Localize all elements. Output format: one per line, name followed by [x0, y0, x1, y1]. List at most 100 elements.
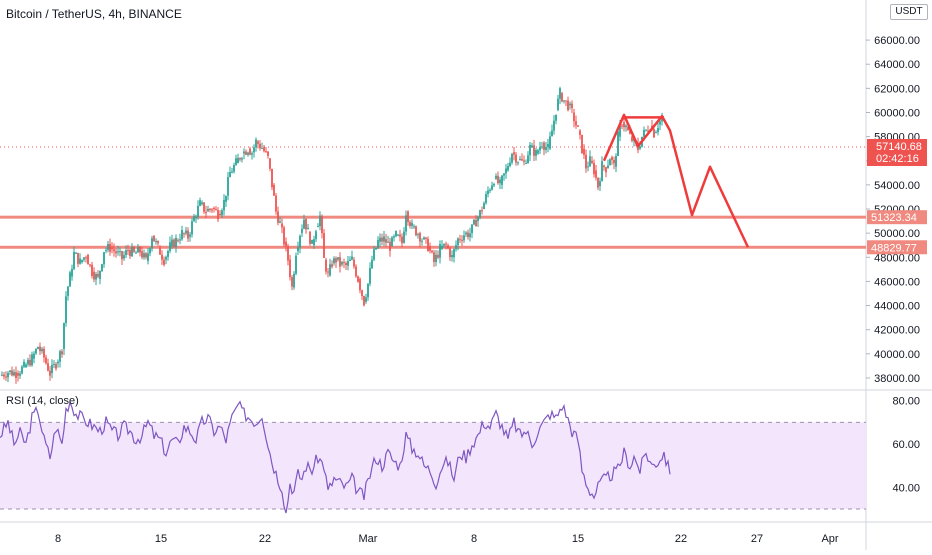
- support-level-tag: [867, 240, 927, 255]
- candle-body: [407, 211, 409, 223]
- support-level-line: [0, 245, 866, 249]
- candle-body: [21, 366, 23, 374]
- candle-body: [97, 273, 99, 277]
- time-tick-label: 22: [259, 533, 271, 545]
- price-tick-label: 64000.00: [874, 59, 920, 71]
- candle-body: [155, 240, 157, 242]
- candle-body: [109, 244, 111, 252]
- candle-body: [275, 195, 277, 212]
- candle-body: [621, 125, 623, 127]
- candle-body: [263, 147, 265, 152]
- candle-body: [401, 236, 403, 244]
- candle-body: [285, 241, 287, 247]
- candle-body: [427, 238, 429, 252]
- candle-body: [215, 209, 217, 211]
- candle-body: [607, 165, 609, 168]
- candle-body: [201, 202, 203, 205]
- candle-body: [643, 130, 645, 137]
- candle-body: [425, 237, 427, 239]
- candle-body: [587, 166, 589, 168]
- candle-body: [439, 244, 441, 258]
- candle-body: [41, 348, 43, 352]
- candle-body: [647, 130, 649, 132]
- candle-body: [541, 146, 543, 148]
- currency-badge[interactable]: USDT: [890, 4, 928, 20]
- candle-body: [253, 147, 255, 153]
- candle-body: [539, 147, 541, 151]
- candle-body: [87, 254, 89, 265]
- candle-body: [327, 271, 329, 273]
- candle-body: [429, 246, 431, 251]
- candle-body: [353, 259, 355, 267]
- candle-body: [303, 219, 305, 229]
- candle-body: [495, 175, 497, 179]
- candle-body: [311, 239, 313, 244]
- time-tick-label: 15: [155, 533, 167, 545]
- candle-body: [533, 145, 535, 156]
- candle-body: [627, 126, 629, 131]
- candle-body: [101, 264, 103, 271]
- candle-body: [437, 254, 439, 258]
- candle-body: [183, 233, 185, 235]
- candle-body: [371, 259, 373, 269]
- candle-body: [553, 120, 555, 131]
- candle-body: [173, 239, 175, 247]
- candle-body: [265, 151, 267, 153]
- candle-body: [415, 226, 417, 236]
- candle-body: [479, 210, 481, 218]
- candle-body: [51, 364, 53, 374]
- candle-body: [171, 239, 173, 247]
- candle-body: [467, 232, 469, 238]
- candle-body: [589, 156, 591, 167]
- time-tick-label: 8: [471, 533, 477, 545]
- candle-body: [545, 146, 547, 150]
- support-level-label: 48829.77: [871, 242, 917, 254]
- candle-body: [91, 264, 93, 277]
- candle-body: [423, 237, 425, 240]
- candle-body: [207, 208, 209, 212]
- candle-body: [639, 146, 641, 149]
- candle-body: [477, 217, 479, 222]
- candle-body: [481, 210, 483, 212]
- candle-body: [453, 249, 455, 258]
- candle-body: [187, 230, 189, 239]
- candle-body: [251, 153, 253, 155]
- candle-body: [369, 268, 371, 284]
- candle-body: [283, 227, 285, 245]
- candle-body: [65, 296, 67, 324]
- candle-body: [385, 239, 387, 243]
- candle-body: [483, 203, 485, 210]
- candle-body: [381, 237, 383, 242]
- candle-body: [449, 248, 451, 258]
- candle-body: [299, 235, 301, 248]
- candle-body: [131, 247, 133, 257]
- candle-body: [221, 210, 223, 216]
- candle-body: [185, 230, 187, 234]
- candle-body: [229, 172, 231, 178]
- candle-body: [209, 208, 211, 210]
- candle-body: [217, 210, 219, 220]
- candle-body: [447, 245, 449, 249]
- candle-body: [571, 103, 573, 109]
- candle-body: [199, 200, 201, 206]
- candle-body: [373, 249, 375, 260]
- rsi-band: [0, 422, 866, 509]
- candle-body: [583, 148, 585, 155]
- candle-body: [337, 257, 339, 260]
- candle-body: [543, 142, 545, 150]
- candle-body: [577, 125, 579, 127]
- time-tick-label: Mar: [359, 533, 378, 545]
- candle-body: [655, 132, 657, 134]
- candle-body: [421, 240, 423, 242]
- candle-body: [29, 359, 31, 366]
- candle-body: [161, 254, 163, 260]
- candle-body: [523, 160, 525, 162]
- candle-body: [573, 112, 575, 122]
- time-tick-label: 27: [751, 533, 763, 545]
- candle-body: [355, 266, 357, 277]
- candle-body: [567, 100, 569, 111]
- projection-path: [602, 113, 750, 248]
- candle-body: [497, 175, 499, 184]
